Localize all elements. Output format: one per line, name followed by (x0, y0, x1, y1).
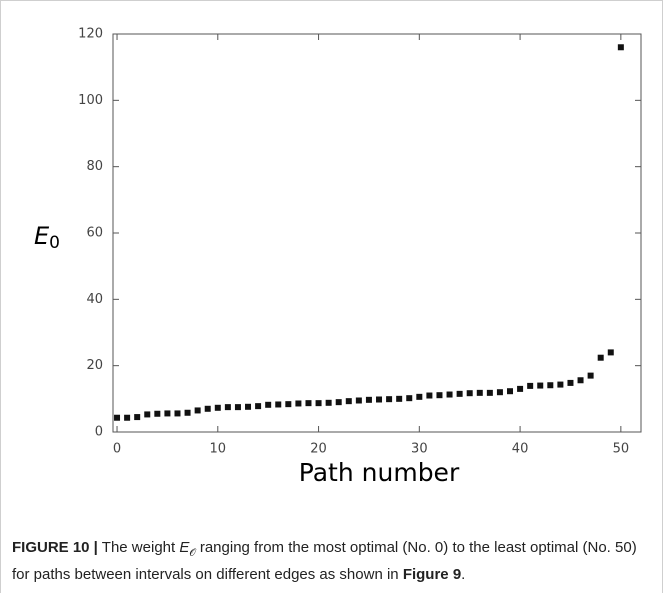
caption-symbol: E (179, 539, 190, 556)
point (355, 397, 362, 404)
point (315, 400, 322, 407)
point (547, 382, 554, 389)
plot-frame (112, 33, 642, 433)
y-tick-label: 60 (86, 226, 103, 241)
point (376, 396, 383, 403)
point (396, 395, 403, 402)
point (476, 389, 483, 396)
y-tick-label: 20 (86, 358, 103, 373)
x-tick-label: 30 (411, 442, 428, 457)
y-axis-label: E0 (34, 222, 60, 253)
point (537, 382, 544, 389)
point (617, 44, 624, 51)
point (486, 389, 493, 396)
point (507, 388, 514, 395)
point (214, 404, 221, 411)
y-tick-label: 80 (86, 159, 103, 174)
point (265, 401, 272, 408)
point (587, 372, 594, 379)
point (567, 379, 574, 386)
y-tick-label: 120 (78, 27, 103, 42)
x-tick-label: 50 (613, 442, 630, 457)
x-axis-label: Path number (299, 458, 460, 487)
point (517, 385, 524, 392)
y-tick-label: 0 (95, 425, 103, 440)
y-label-subscript: 0 (49, 233, 60, 253)
point (557, 381, 564, 388)
point (426, 392, 433, 399)
point (335, 399, 342, 406)
point (174, 410, 181, 417)
y-tick-label: 100 (78, 93, 103, 108)
point (406, 395, 413, 402)
point (466, 390, 473, 397)
point (124, 414, 131, 421)
point (134, 414, 141, 421)
caption-text: The weight (101, 539, 176, 556)
point (295, 400, 302, 407)
point (597, 354, 604, 361)
point (446, 391, 453, 398)
point (345, 398, 352, 405)
point (114, 414, 121, 421)
point (204, 405, 211, 412)
point (245, 403, 252, 410)
point (194, 407, 201, 414)
y-tick-label: 40 (86, 292, 103, 307)
x-tick-label: 10 (210, 442, 227, 457)
point (496, 389, 503, 396)
point (275, 401, 282, 408)
point (416, 393, 423, 400)
point (365, 396, 372, 403)
point (164, 410, 171, 417)
point (285, 401, 292, 408)
point (144, 411, 151, 418)
caption-text: ranging from the most optimal (No. 0) to… (12, 539, 637, 583)
point (456, 390, 463, 397)
point (527, 382, 534, 389)
caption: FIGURE 10 | The weight E𝒪 ranging from t… (12, 537, 642, 585)
point (577, 377, 584, 384)
point (224, 404, 231, 411)
point (325, 399, 332, 406)
point (436, 392, 443, 399)
caption-subscript: 𝒪 (189, 548, 196, 559)
point (154, 410, 161, 417)
point (255, 403, 262, 410)
point (607, 349, 614, 356)
x-tick-label: 0 (113, 442, 121, 457)
caption-label: FIGURE 10 | (12, 539, 98, 556)
point (386, 396, 393, 403)
point (305, 400, 312, 407)
y-label-symbol: E (34, 222, 50, 250)
x-tick-label: 20 (310, 442, 327, 457)
x-tick-label: 40 (512, 442, 529, 457)
point (184, 409, 191, 416)
caption-text: . (461, 566, 466, 583)
point (234, 404, 241, 411)
caption-ref: Figure 9 (402, 566, 462, 583)
